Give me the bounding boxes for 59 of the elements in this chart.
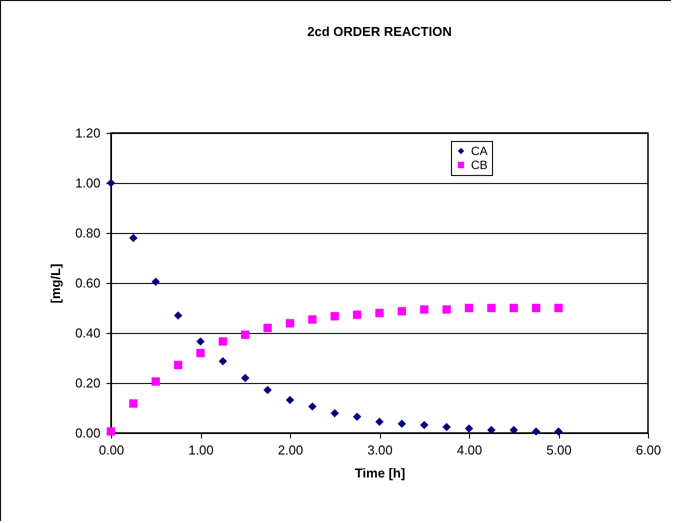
x-tick-label: 2.00: [278, 442, 304, 458]
point: [218, 337, 228, 346]
y-tick-label: 0.80: [75, 226, 100, 240]
point: [152, 278, 160, 286]
point: [532, 427, 540, 436]
point: [375, 308, 384, 318]
point: [129, 399, 138, 408]
point: [196, 337, 205, 346]
point: [554, 304, 563, 312]
x-axis-title: Time [h]: [354, 466, 406, 480]
x-tick-label: 1.00: [188, 442, 214, 458]
chart-title: 2cd ORDER REACTION: [307, 24, 452, 39]
point: [352, 412, 362, 421]
y-tick-label: 0.60: [75, 276, 100, 290]
point: [263, 324, 272, 332]
x-tick-label: 6.00: [636, 442, 662, 458]
point: [398, 420, 406, 428]
y-tick-label: 0.40: [75, 326, 100, 340]
x-tick-label: 4.00: [456, 442, 482, 458]
point: [532, 304, 540, 312]
point: [152, 377, 160, 386]
point: [420, 420, 428, 430]
point: [375, 418, 384, 426]
point: [398, 307, 406, 316]
point: [464, 424, 474, 433]
y-tick-label: 1.00: [75, 176, 100, 190]
point: [286, 319, 294, 328]
point: [241, 330, 250, 339]
point: [330, 409, 339, 418]
point: [308, 315, 317, 324]
y-axis-title: [mg/L]: [48, 264, 64, 304]
point: [174, 311, 182, 320]
y-tick-label: 0.00: [75, 426, 100, 440]
point: [487, 426, 496, 434]
legend-label: CB: [471, 158, 488, 172]
point: [510, 426, 518, 434]
point: [196, 348, 205, 358]
point: [352, 310, 362, 319]
point: [442, 422, 451, 432]
point: [129, 234, 138, 242]
point: [420, 305, 428, 314]
point: [554, 427, 563, 436]
legend-label: CA: [471, 144, 488, 158]
point: [263, 386, 272, 394]
point: [442, 305, 451, 314]
point: [286, 396, 294, 404]
x-tick-label: 3.00: [367, 442, 393, 458]
x-tick-label: 0.00: [98, 442, 124, 458]
y-tick-label: 0.20: [75, 376, 100, 390]
point: [308, 402, 317, 411]
point: [174, 360, 182, 370]
point: [487, 304, 496, 312]
point: [241, 374, 250, 382]
point: [330, 312, 339, 320]
x-tick-label: 5.00: [546, 442, 572, 458]
y-tick-label: 1.20: [75, 126, 100, 140]
point: [510, 304, 518, 312]
point: [218, 357, 228, 366]
point: [464, 304, 474, 312]
